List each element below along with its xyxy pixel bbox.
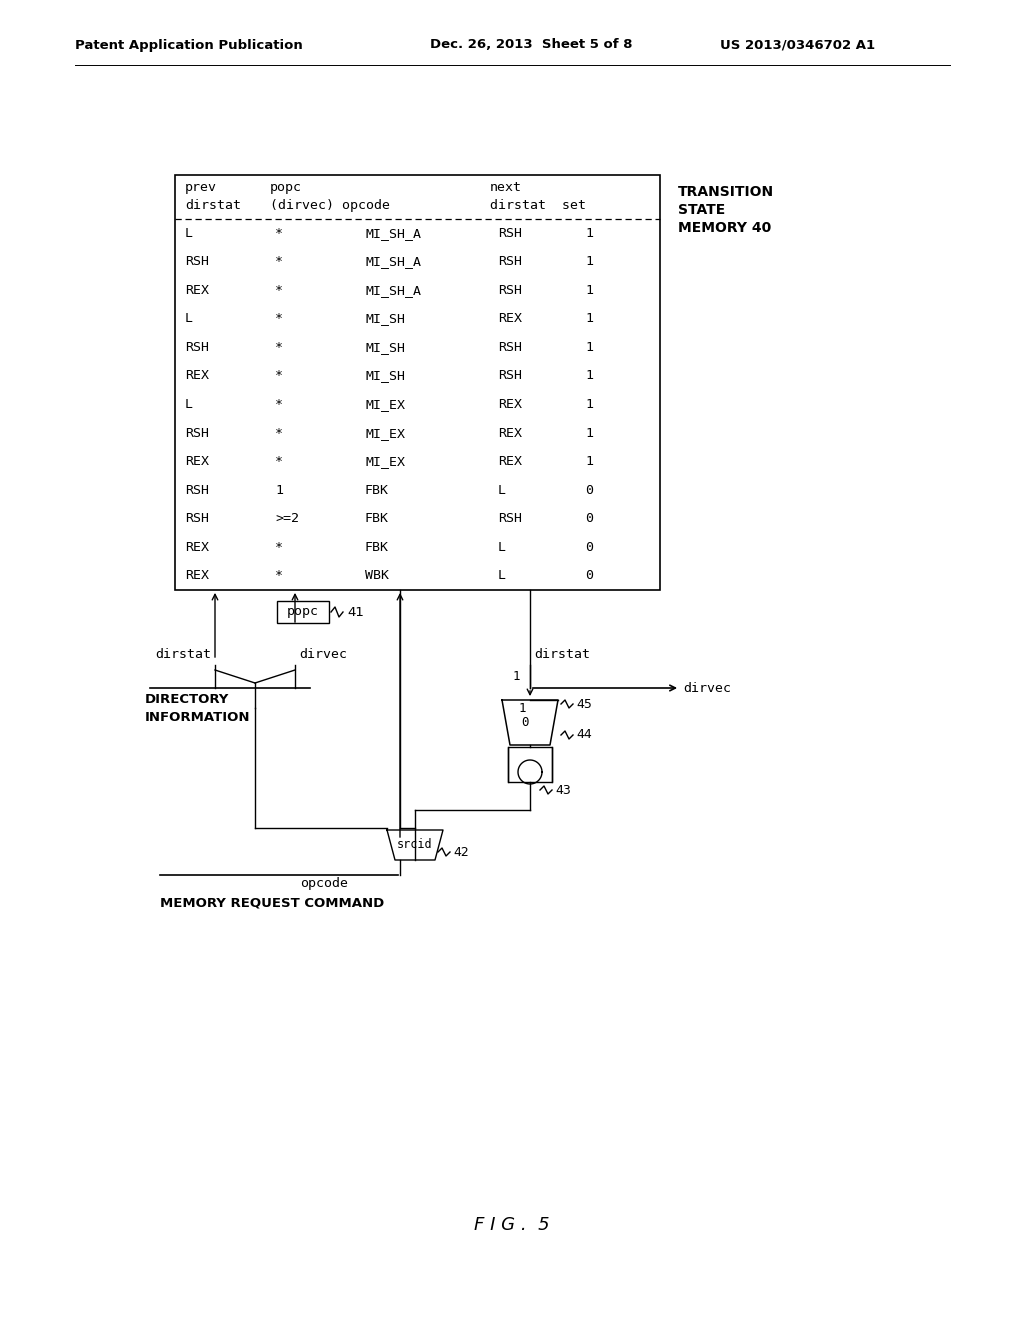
- Text: RSH: RSH: [185, 255, 209, 268]
- Text: dirvec: dirvec: [299, 648, 347, 661]
- Text: 1: 1: [585, 341, 593, 354]
- Text: MI_SH: MI_SH: [365, 313, 406, 326]
- Text: REX: REX: [185, 569, 209, 582]
- Text: MI_EX: MI_EX: [365, 455, 406, 469]
- Text: 1: 1: [585, 255, 593, 268]
- Text: 1: 1: [585, 399, 593, 411]
- Text: RSH: RSH: [498, 227, 522, 240]
- Text: RSH: RSH: [498, 341, 522, 354]
- Text: 0: 0: [585, 569, 593, 582]
- Text: WBK: WBK: [365, 569, 389, 582]
- Text: srcid: srcid: [397, 838, 433, 851]
- Text: L: L: [498, 569, 506, 582]
- Text: *: *: [275, 399, 283, 411]
- Text: REX: REX: [498, 313, 522, 326]
- Text: *: *: [275, 569, 283, 582]
- Text: FBK: FBK: [365, 512, 389, 525]
- Text: FBK: FBK: [365, 541, 389, 553]
- Text: RSH: RSH: [498, 255, 522, 268]
- Text: L: L: [185, 227, 193, 240]
- Text: *: *: [275, 426, 283, 440]
- Bar: [175, 176, 660, 590]
- Text: MI_SH: MI_SH: [365, 370, 406, 383]
- Text: MI_SH: MI_SH: [365, 341, 406, 354]
- Text: 44: 44: [575, 729, 592, 742]
- Text: *: *: [275, 255, 283, 268]
- Text: dirstat: dirstat: [534, 648, 590, 661]
- Text: *: *: [275, 313, 283, 326]
- Text: 1: 1: [585, 455, 593, 469]
- Text: 1: 1: [585, 227, 593, 240]
- Text: *: *: [275, 370, 283, 383]
- Text: dirstat: dirstat: [185, 199, 241, 213]
- Text: REX: REX: [498, 455, 522, 469]
- Text: dirstat: dirstat: [155, 648, 211, 661]
- Text: REX: REX: [185, 541, 209, 553]
- Bar: [508, 747, 552, 781]
- Text: FBK: FBK: [365, 483, 389, 496]
- Text: *: *: [275, 541, 283, 553]
- Text: 1: 1: [585, 313, 593, 326]
- Text: TRANSITION: TRANSITION: [678, 185, 774, 199]
- Text: 41: 41: [347, 606, 364, 619]
- Text: popc: popc: [287, 606, 319, 619]
- Text: MI_EX: MI_EX: [365, 399, 406, 411]
- Text: MI_SH_A: MI_SH_A: [365, 284, 421, 297]
- Text: REX: REX: [185, 455, 209, 469]
- Text: REX: REX: [185, 370, 209, 383]
- Text: 1: 1: [518, 702, 525, 715]
- Text: 42: 42: [453, 846, 469, 858]
- Text: *: *: [275, 455, 283, 469]
- Text: *: *: [275, 341, 283, 354]
- Text: *: *: [275, 227, 283, 240]
- Text: L: L: [498, 541, 506, 553]
- Text: DIRECTORY: DIRECTORY: [145, 693, 229, 706]
- Text: opcode: opcode: [300, 876, 348, 890]
- Text: 1: 1: [585, 370, 593, 383]
- Text: RSH: RSH: [185, 512, 209, 525]
- Text: 0: 0: [585, 541, 593, 553]
- Text: 0: 0: [585, 512, 593, 525]
- Text: prev: prev: [185, 181, 217, 194]
- Text: L: L: [498, 483, 506, 496]
- Text: 1: 1: [275, 483, 283, 496]
- Text: REX: REX: [498, 399, 522, 411]
- Text: popc: popc: [270, 181, 302, 194]
- Text: *: *: [275, 284, 283, 297]
- Text: US 2013/0346702 A1: US 2013/0346702 A1: [720, 38, 876, 51]
- Text: 0: 0: [585, 483, 593, 496]
- Text: STATE: STATE: [678, 203, 725, 216]
- Text: RSH: RSH: [185, 483, 209, 496]
- Text: F I G .  5: F I G . 5: [474, 1216, 550, 1234]
- Text: MI_EX: MI_EX: [365, 426, 406, 440]
- Text: L: L: [185, 399, 193, 411]
- Text: next: next: [490, 181, 522, 194]
- Text: RSH: RSH: [185, 426, 209, 440]
- Text: L: L: [185, 313, 193, 326]
- Text: 1: 1: [585, 284, 593, 297]
- Text: RSH: RSH: [498, 512, 522, 525]
- Text: MI_SH_A: MI_SH_A: [365, 255, 421, 268]
- Text: MI_SH_A: MI_SH_A: [365, 227, 421, 240]
- Text: Patent Application Publication: Patent Application Publication: [75, 38, 303, 51]
- Text: REX: REX: [185, 284, 209, 297]
- Text: (dirvec) opcode: (dirvec) opcode: [270, 199, 390, 213]
- Text: Dec. 26, 2013  Sheet 5 of 8: Dec. 26, 2013 Sheet 5 of 8: [430, 38, 633, 51]
- Text: 0: 0: [521, 715, 528, 729]
- Text: 1: 1: [585, 426, 593, 440]
- Text: INFORMATION: INFORMATION: [145, 711, 251, 723]
- Text: dirvec: dirvec: [683, 681, 731, 694]
- Bar: [278, 601, 329, 623]
- Text: REX: REX: [498, 426, 522, 440]
- Text: RSH: RSH: [185, 341, 209, 354]
- Text: MEMORY 40: MEMORY 40: [678, 220, 771, 235]
- Text: RSH: RSH: [498, 370, 522, 383]
- Text: MEMORY REQUEST COMMAND: MEMORY REQUEST COMMAND: [160, 898, 384, 909]
- Text: dirstat  set: dirstat set: [490, 199, 586, 213]
- Text: 45: 45: [575, 697, 592, 710]
- Text: RSH: RSH: [498, 284, 522, 297]
- Text: >=2: >=2: [275, 512, 299, 525]
- Text: 1: 1: [512, 671, 520, 682]
- Text: 43: 43: [555, 784, 570, 796]
